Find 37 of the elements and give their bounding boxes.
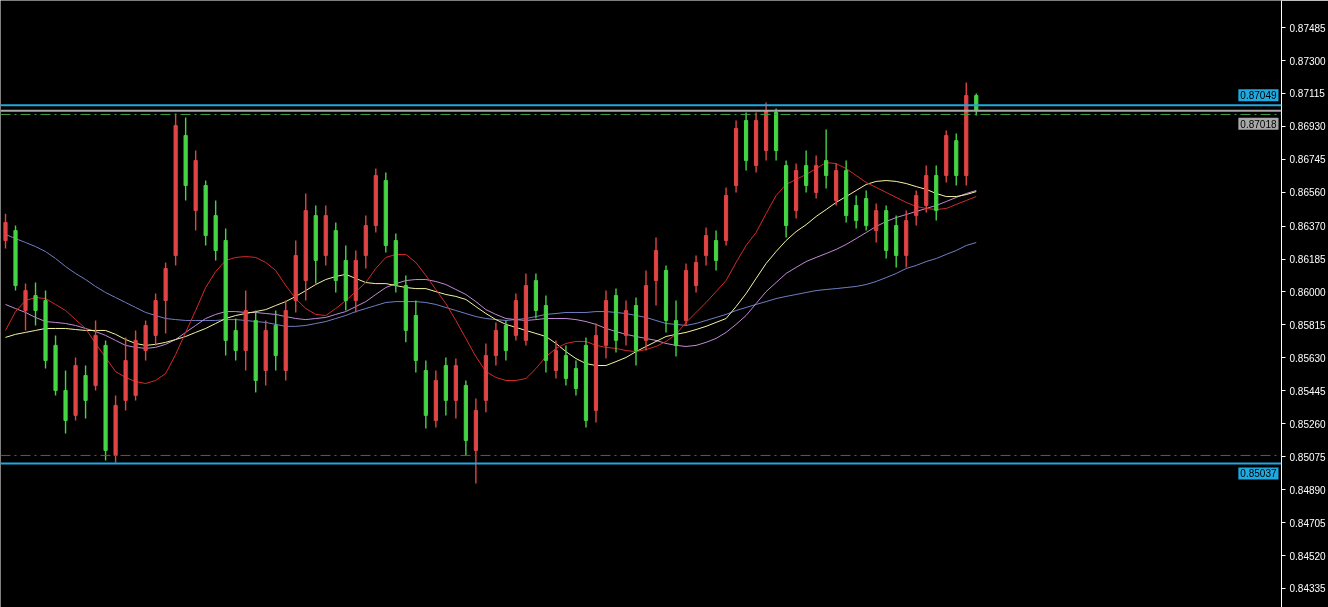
y-tick-label: 0.84890 <box>1289 484 1327 496</box>
y-tick-label: 0.85445 <box>1289 385 1327 397</box>
candlestick <box>23 282 28 332</box>
y-tick-label: 0.85260 <box>1289 418 1327 430</box>
y-tick-label: 0.84335 <box>1289 583 1327 595</box>
candlestick <box>703 226 709 267</box>
y-tick-label: 0.85630 <box>1289 352 1327 364</box>
y-tick-label: 0.86560 <box>1289 187 1327 199</box>
y-tick-label: 0.84520 <box>1289 550 1327 562</box>
y-tick-label: 0.85075 <box>1289 451 1327 463</box>
candlestick <box>573 359 579 397</box>
ref-line-label: 0.87018 <box>1240 118 1277 130</box>
y-tick-label: 0.87485 <box>1289 22 1327 34</box>
y-tick-label: 0.86745 <box>1289 154 1327 166</box>
candlestick <box>713 229 719 272</box>
ref-line-label: 0.85037 <box>1240 468 1277 480</box>
candlestick <box>914 189 919 227</box>
candlestick <box>233 317 238 362</box>
y-tick-label: 0.87300 <box>1289 55 1327 67</box>
y-tick-label: 0.86185 <box>1289 254 1327 266</box>
y-tick-label: 0.85815 <box>1289 319 1327 331</box>
candlestick <box>553 339 559 380</box>
candlestick <box>33 281 38 327</box>
candlestick <box>874 202 879 244</box>
candlestick <box>854 194 859 230</box>
candlestick <box>3 212 8 250</box>
y-tick-label: 0.87115 <box>1289 88 1326 100</box>
candlestick <box>824 128 829 190</box>
candlestick <box>563 344 569 387</box>
candlestick <box>804 149 809 194</box>
line-series <box>5 162 977 384</box>
y-tick-label: 0.86370 <box>1289 221 1327 233</box>
candlestick <box>693 254 699 294</box>
ref-line-label: 0.87049 <box>1240 90 1277 102</box>
y-tick-label: 0.84705 <box>1289 517 1327 529</box>
y-tick-label: 0.86000 <box>1289 286 1327 298</box>
y-tick-label: 0.86930 <box>1289 121 1327 133</box>
